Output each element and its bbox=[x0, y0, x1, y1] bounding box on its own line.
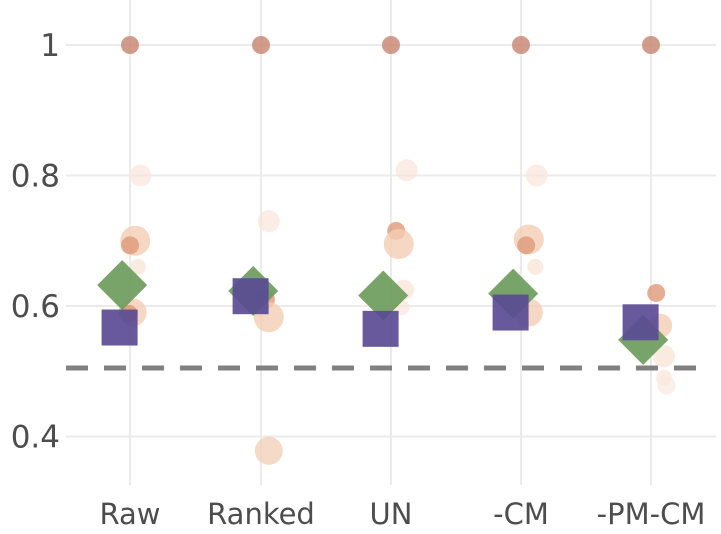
y-tick-label: 0.6 bbox=[11, 289, 60, 325]
y-axis-ticks: 0.4 0.6 0.8 1 bbox=[11, 28, 60, 456]
circle-point bbox=[383, 229, 414, 260]
circle-point bbox=[525, 164, 548, 187]
x-tick-label: Raw bbox=[99, 497, 160, 531]
x-tick-label: UN bbox=[370, 497, 413, 531]
circle-point bbox=[121, 236, 139, 255]
circle-point bbox=[121, 36, 139, 54]
square-point bbox=[362, 310, 399, 347]
circle-point bbox=[254, 436, 283, 465]
circle-point bbox=[395, 159, 418, 182]
circle-point bbox=[647, 283, 666, 302]
y-tick-label: 1 bbox=[40, 28, 60, 64]
circle-point bbox=[129, 164, 152, 187]
x-tick-label: Ranked bbox=[207, 497, 315, 531]
circle-point bbox=[517, 236, 536, 255]
circle-series bbox=[118, 36, 676, 465]
y-tick-label: 0.8 bbox=[11, 159, 60, 195]
x-tick-label: -PM-CM bbox=[597, 497, 706, 531]
y-tick-label: 0.4 bbox=[11, 420, 60, 456]
circle-point bbox=[512, 36, 530, 54]
circle-point bbox=[257, 210, 280, 233]
square-point bbox=[101, 309, 138, 346]
square-point bbox=[622, 304, 659, 341]
square-series bbox=[101, 278, 659, 347]
diamond-point bbox=[97, 260, 148, 311]
circle-point bbox=[382, 36, 400, 54]
circle-point bbox=[527, 258, 544, 275]
diamond-point bbox=[358, 270, 409, 321]
circle-point bbox=[657, 376, 676, 395]
circle-point bbox=[642, 36, 660, 54]
square-point bbox=[232, 278, 269, 315]
circle-point bbox=[129, 258, 146, 275]
circle-point bbox=[653, 345, 675, 368]
x-axis-ticks: Raw Ranked UN -CM -PM-CM bbox=[99, 497, 705, 531]
circle-point bbox=[252, 36, 270, 54]
x-tick-label: -CM bbox=[493, 497, 549, 531]
square-point bbox=[492, 294, 529, 331]
